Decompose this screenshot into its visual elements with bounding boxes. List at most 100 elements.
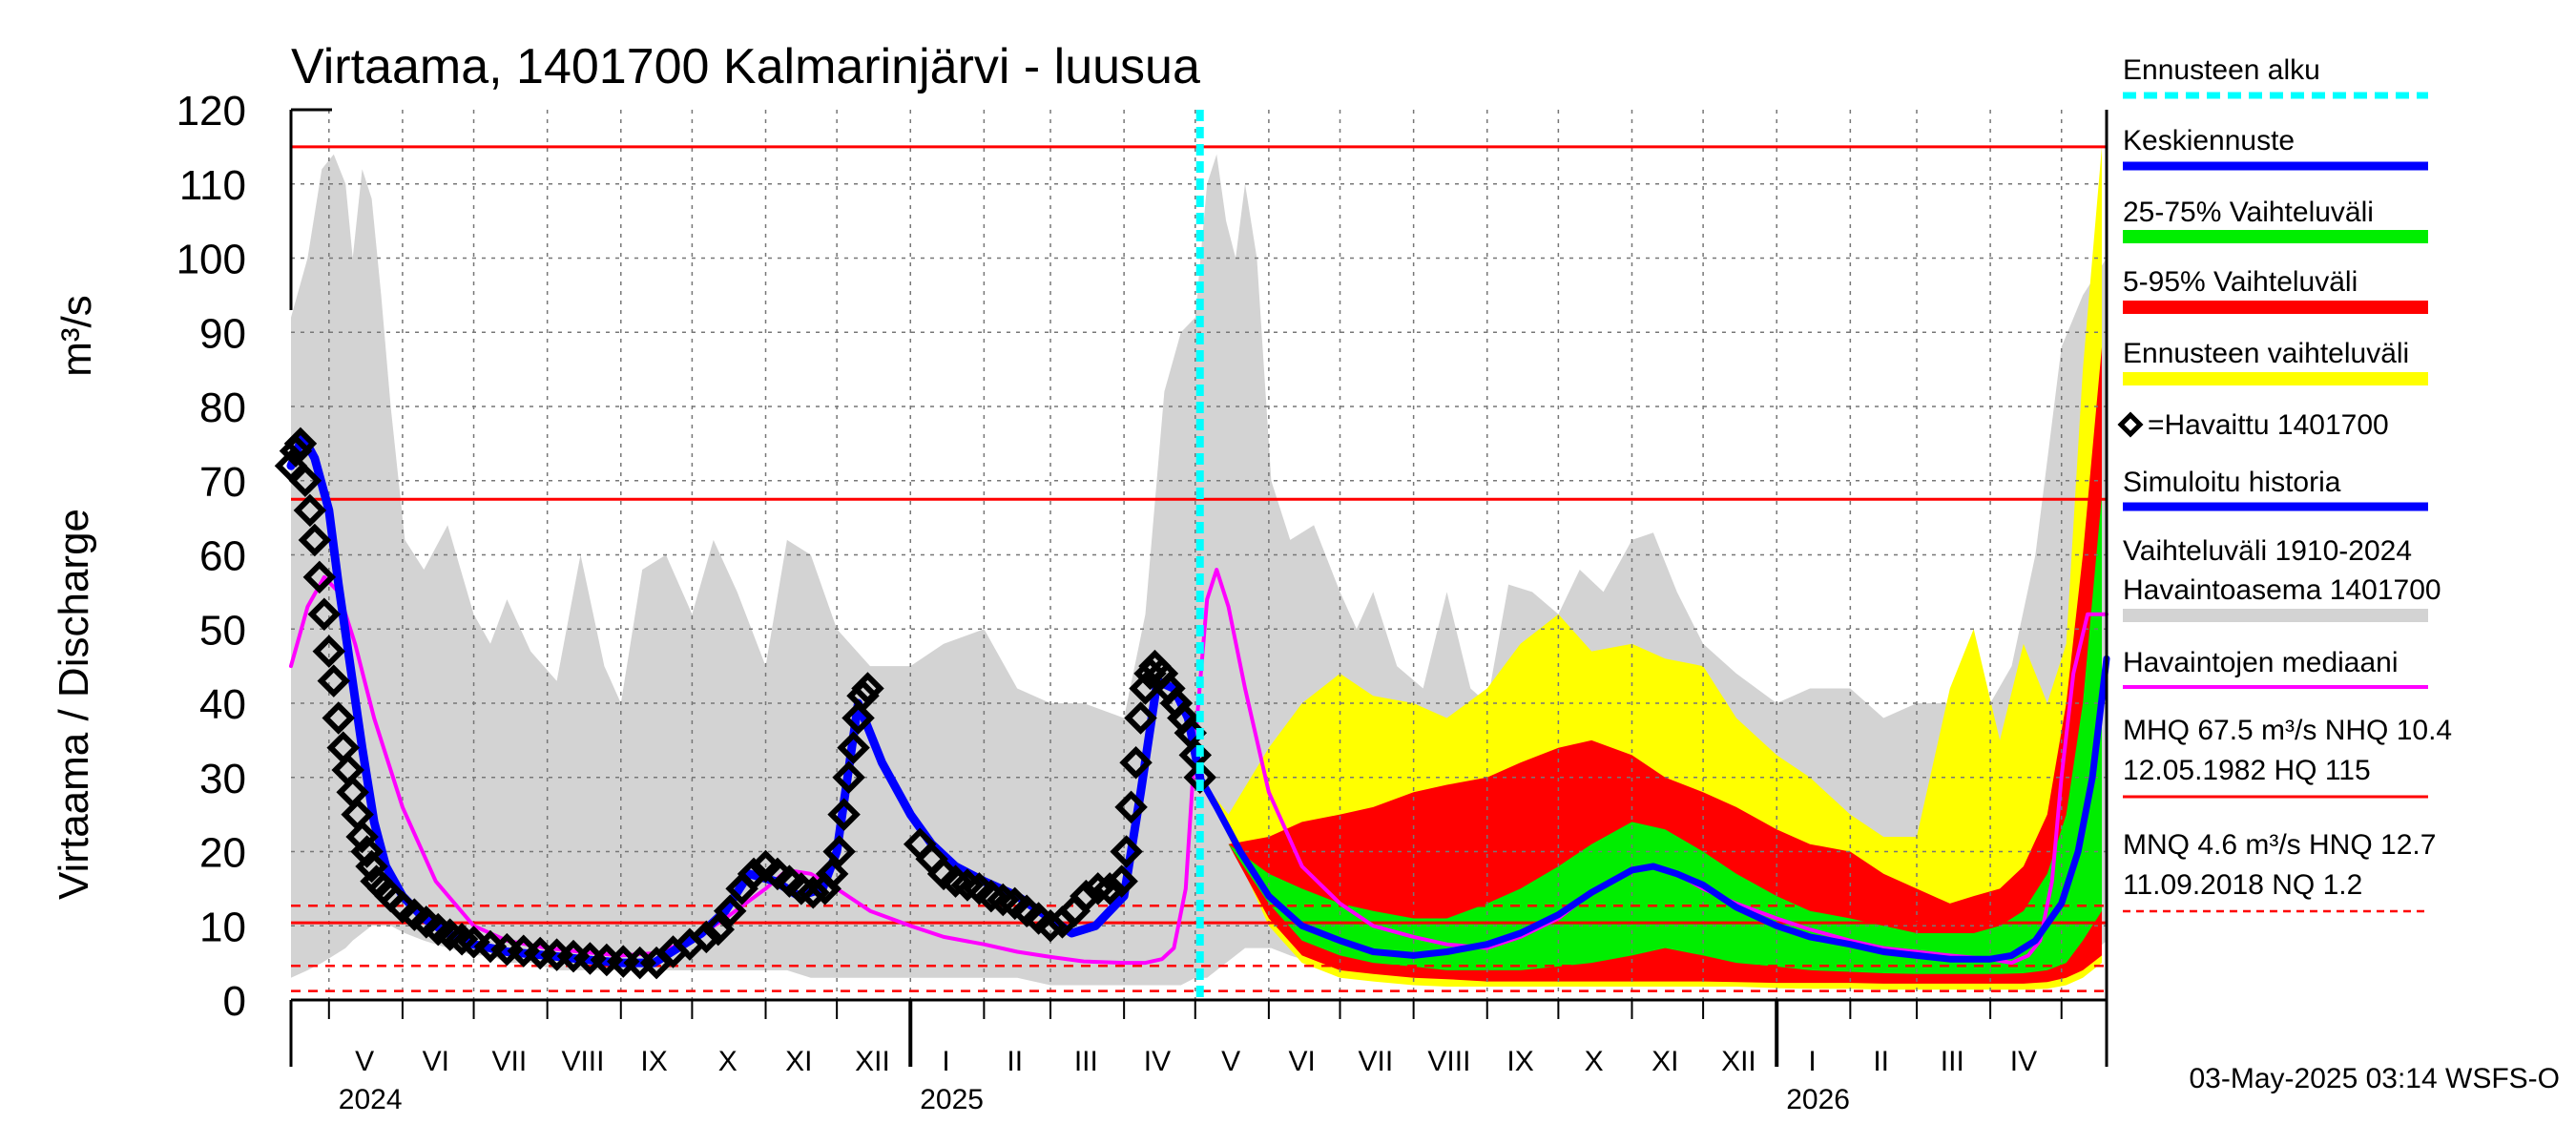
observed-marker [355, 849, 388, 884]
month-label: I [1808, 1046, 1816, 1077]
observed-marker [815, 857, 849, 891]
observed-marker [837, 731, 870, 764]
range-5-95-band [1199, 346, 2102, 984]
observed-marker [832, 760, 865, 794]
legend-label: 5-95% Vaihteluväli [2123, 266, 2358, 298]
x-tick-labels: V VI VII VIII IX X XI XII I II III IV V VI VII VIII IX X X… [339, 1046, 2037, 1115]
y-tick-label: 110 [179, 162, 246, 209]
legend-label: Ennusteen alku [2123, 54, 2320, 86]
month-label: IV [2010, 1046, 2037, 1077]
legend-label: Havaintojen mediaani [2123, 647, 2399, 678]
observed-marker [841, 701, 875, 735]
axes [289, 108, 2109, 1067]
observed-marker [1033, 909, 1068, 943]
observed-marker [851, 672, 884, 705]
month-label: VI [423, 1046, 449, 1077]
observed-marker [312, 635, 346, 668]
year-label: 2024 [339, 1084, 403, 1115]
y-axis-unit: m³/s [53, 295, 100, 377]
month-label: VIII [561, 1046, 604, 1077]
y-tick-label: 50 [199, 607, 246, 654]
legend-label: Vaihteluväli 1910-2024 [2123, 535, 2412, 567]
y-tick-label: 60 [199, 533, 246, 580]
observed-marker [827, 798, 861, 831]
observed-marker [350, 835, 384, 868]
year-label: 2026 [1786, 1084, 1850, 1115]
month-label: IX [1506, 1046, 1533, 1077]
month-label: XII [855, 1046, 890, 1077]
legend-label: MHQ 67.5 m³/s NHQ 10.4 [2123, 715, 2452, 746]
observed-marker [307, 597, 342, 631]
month-label: V [355, 1046, 374, 1077]
observed-marker [288, 464, 322, 497]
chart-title: Virtaama, 1401700 Kalmarinjärvi - luusua [291, 39, 1200, 94]
observed-marker [1114, 790, 1148, 824]
legend-marker [2117, 411, 2144, 438]
footer-timestamp: 03-May-2025 03:14 WSFS-O [2190, 1063, 2561, 1094]
legend-label: Keskiennuste [2123, 125, 2295, 156]
month-label: V [1221, 1046, 1240, 1077]
observed-marker [298, 523, 332, 557]
observed-markers [274, 427, 1216, 980]
observed-marker [1119, 745, 1153, 780]
observed-marker [690, 920, 723, 954]
observed-marker [1105, 864, 1138, 898]
legend-label: Havaintoasema 1401700 [2123, 574, 2441, 606]
observed-marker [457, 926, 490, 959]
observed-marker [1081, 872, 1115, 906]
month-label: VI [1289, 1046, 1316, 1077]
observed-marker [302, 560, 337, 594]
observed-marker [1070, 879, 1103, 913]
month-label: II [1873, 1046, 1889, 1077]
observed-marker [822, 835, 856, 868]
y-tick-label: 20 [199, 830, 246, 877]
observed-marker [1124, 701, 1157, 735]
observed-marker [283, 427, 318, 461]
y-tick-label: 120 [177, 88, 246, 135]
legend-label: Simuloitu historia [2123, 467, 2341, 498]
month-label: X [1585, 1046, 1604, 1077]
observed-marker [713, 894, 747, 927]
mean-forecast-line [1196, 655, 2110, 963]
month-label: IX [640, 1046, 667, 1077]
observed-marker [797, 876, 830, 909]
legend-label: Ennusteen vaihteluväli [2123, 338, 2409, 369]
observed-marker [322, 701, 355, 735]
month-label: X [718, 1046, 737, 1077]
month-label: III [1941, 1046, 1964, 1077]
forecast-range-band [1199, 146, 2102, 990]
legend-label: =Havaittu 1401700 [2148, 409, 2389, 441]
month-label: XII [1721, 1046, 1756, 1077]
y-axis-label: Virtaama / Discharge [51, 509, 97, 900]
y-tick-label: 70 [199, 459, 246, 506]
y-tick-labels: 0 10 20 30 40 50 60 70 80 90 100 110 120 [177, 88, 246, 1025]
observed-marker [1110, 835, 1143, 868]
observed-marker [701, 912, 736, 947]
observed-marker [317, 664, 351, 697]
y-tick-label: 10 [199, 904, 246, 950]
month-label: VII [492, 1046, 528, 1077]
y-tick-label: 100 [177, 237, 246, 283]
month-label: VII [1358, 1046, 1393, 1077]
observed-marker [293, 493, 327, 528]
y-tick-label: 0 [223, 978, 246, 1025]
year-label: 2025 [920, 1084, 984, 1115]
legend-label: 12.05.1982 HQ 115 [2123, 755, 2371, 786]
y-tick-label: 90 [199, 310, 246, 357]
y-tick-label: 30 [199, 756, 246, 802]
month-label: XI [785, 1046, 812, 1077]
month-label: XI [1652, 1046, 1678, 1077]
y-tick-label: 80 [199, 385, 246, 431]
month-label: IV [1144, 1046, 1171, 1077]
month-label: I [942, 1046, 949, 1077]
legend-label: 11.09.2018 NQ 1.2 [2123, 869, 2362, 901]
legend: Ennusteen alku Keskiennuste 25-75% Vaihtel… [2117, 54, 2452, 913]
month-label: VIII [1427, 1046, 1470, 1077]
legend-label: MNQ 4.6 m³/s HNQ 12.7 [2123, 829, 2436, 861]
month-label: II [1007, 1046, 1023, 1077]
month-label: III [1074, 1046, 1098, 1077]
observed-marker [737, 857, 771, 891]
y-tick-label: 40 [199, 681, 246, 728]
observed-marker [345, 820, 379, 854]
